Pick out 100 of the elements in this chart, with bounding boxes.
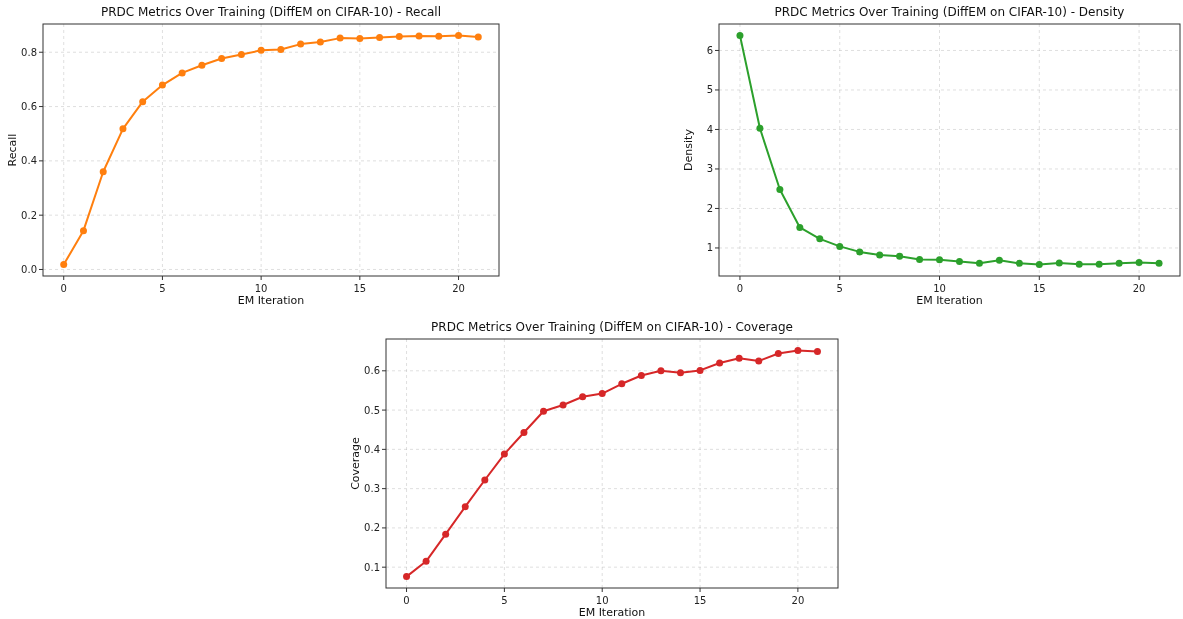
x-tick-label: 0 (403, 595, 410, 606)
x-tick-label: 10 (595, 595, 609, 606)
point (297, 40, 305, 48)
x-tick-label: 5 (836, 283, 843, 294)
y-tick-label: 5 (706, 84, 713, 96)
x-tick-label: 0 (736, 283, 744, 294)
x-axis-title: EM Iteration (916, 294, 983, 307)
point (796, 223, 804, 231)
point (60, 261, 68, 269)
point (1015, 259, 1023, 267)
y-tick-label: 3 (706, 163, 713, 175)
y-axis-title: Coverage (349, 436, 362, 490)
y-tick-label: 2 (706, 202, 713, 214)
point (995, 256, 1003, 264)
point (481, 476, 489, 484)
point (158, 81, 166, 89)
chart-title: PRDC Metrics Over Training (DiffEM on CIFAR-10) - Density (774, 5, 1125, 19)
point (579, 393, 587, 401)
x-tick-label: 10 (933, 283, 946, 294)
point (794, 346, 802, 354)
y-tick-label: 0.8 (21, 46, 37, 58)
y-tick-label: 0.6 (21, 101, 37, 113)
point (618, 380, 626, 388)
x-tick-label: 15 (1032, 283, 1046, 294)
point (676, 369, 684, 377)
point (198, 61, 206, 69)
y-tick-label: 0.6 (364, 365, 380, 377)
x-tick-label: 20 (1132, 283, 1146, 294)
point (540, 407, 548, 415)
point (79, 227, 87, 235)
y-tick-label: 0.3 (364, 483, 380, 495)
point (735, 354, 743, 362)
point (1155, 259, 1163, 267)
point (316, 38, 324, 46)
point (435, 32, 443, 40)
point (461, 503, 469, 511)
point (139, 98, 147, 106)
point (1135, 259, 1143, 267)
point (736, 31, 744, 39)
point (1095, 260, 1103, 268)
point (395, 32, 403, 40)
point (422, 557, 430, 565)
point (559, 401, 567, 409)
point (178, 69, 186, 77)
point (1035, 261, 1043, 269)
point (836, 242, 844, 250)
x-tick-label: 5 (501, 595, 508, 606)
point (756, 124, 764, 132)
point (637, 372, 645, 380)
x-tick-label: 10 (254, 283, 268, 294)
x-axis-title: EM Iteration (237, 294, 305, 307)
point (218, 54, 226, 62)
point (455, 31, 463, 39)
x-tick-label: 20 (791, 595, 805, 606)
point (696, 366, 704, 374)
point (237, 50, 245, 58)
point (500, 450, 508, 458)
point (1055, 259, 1063, 267)
point (119, 125, 127, 133)
point (936, 256, 944, 264)
y-tick-label: 0.5 (364, 404, 380, 416)
point (975, 259, 983, 267)
point (755, 357, 763, 365)
point (336, 34, 344, 42)
point (257, 46, 265, 54)
point (916, 255, 924, 263)
point (415, 32, 423, 40)
point (776, 186, 784, 193)
point (1075, 260, 1083, 268)
y-tick-label: 0.4 (21, 155, 37, 167)
point (376, 34, 384, 42)
point (1115, 259, 1123, 267)
x-tick-label: 0 (60, 283, 67, 294)
x-tick-label: 5 (159, 283, 166, 294)
point (442, 530, 450, 538)
y-axis-title: Recall (6, 133, 19, 167)
point (403, 573, 411, 581)
point (474, 33, 482, 41)
x-axis-title: EM Iteration (578, 606, 646, 619)
chart-title: PRDC Metrics Over Training (DiffEM on CIFAR-10) - Coverage (431, 320, 793, 334)
y-tick-label: 0.0 (21, 263, 37, 275)
y-axis-title: Density (682, 128, 695, 171)
point (856, 248, 864, 256)
point (716, 359, 724, 367)
y-tick-label: 0.2 (364, 522, 380, 534)
chart-title: PRDC Metrics Over Training (DiffEM on CIFAR-10) - Recall (100, 5, 442, 19)
y-tick-label: 1 (706, 242, 713, 254)
y-tick-label: 0.2 (21, 209, 37, 221)
y-tick-label: 0.1 (364, 561, 380, 573)
x-tick-label: 15 (693, 595, 707, 606)
point (598, 390, 606, 398)
point (99, 168, 107, 176)
y-tick-label: 4 (706, 123, 713, 135)
point (277, 46, 285, 54)
point (520, 428, 528, 436)
point (657, 367, 665, 375)
point (774, 350, 782, 358)
point (896, 252, 904, 260)
point (356, 34, 364, 42)
point (813, 348, 821, 356)
